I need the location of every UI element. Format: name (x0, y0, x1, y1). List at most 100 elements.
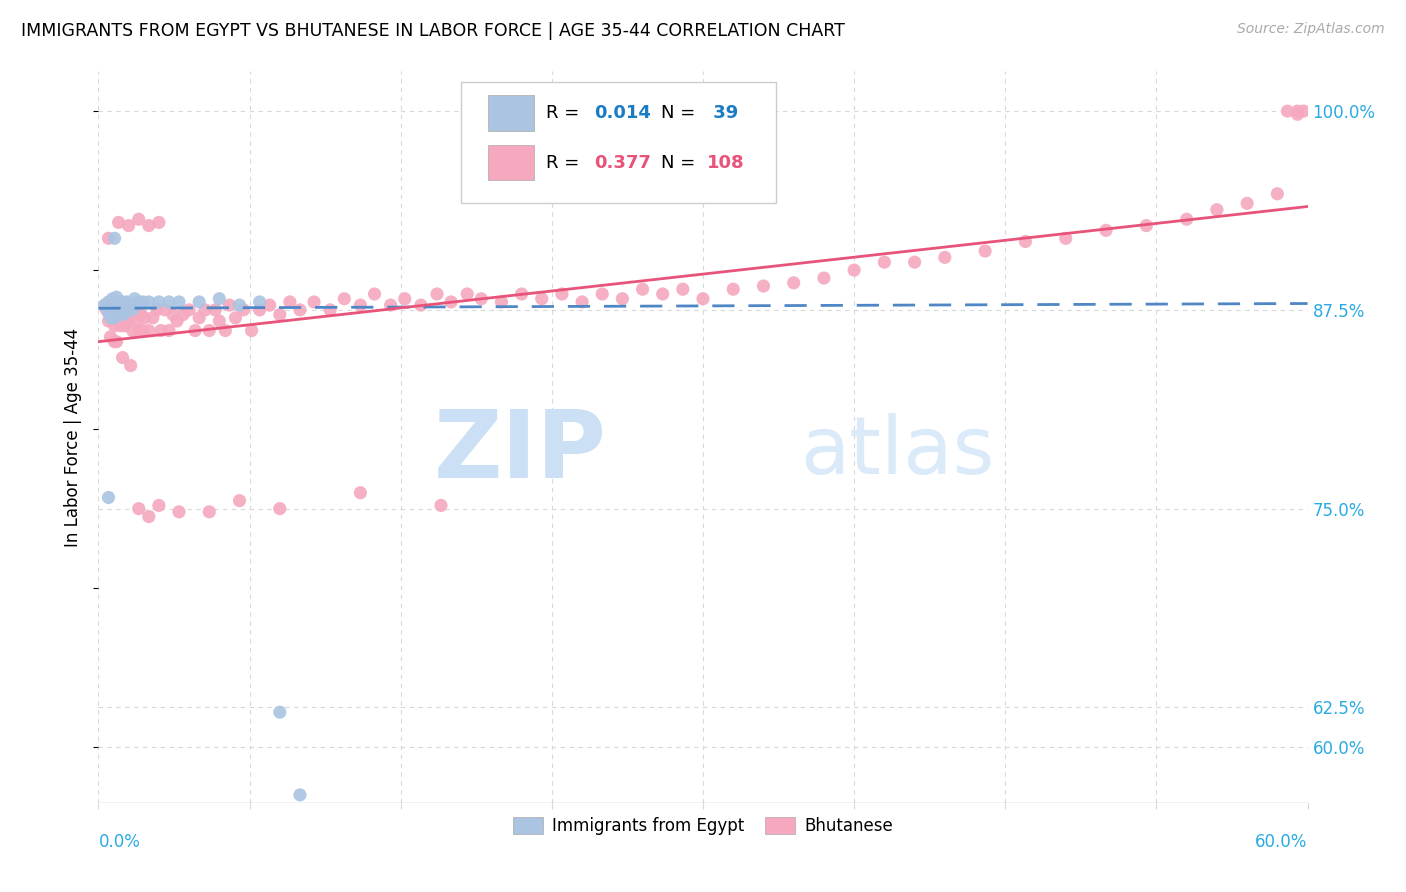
Point (138, 219, 160, 233)
Point (138, 324, 160, 338)
Point (128, 324, 150, 338)
Point (132, 294, 155, 309)
Point (188, 310, 211, 325)
Point (249, 302, 271, 317)
Text: ZIP: ZIP (433, 406, 606, 498)
Point (456, 287, 478, 301)
Point (93, 298, 115, 312)
Point (118, 219, 141, 233)
Point (1236, 196, 1258, 211)
Point (148, 215, 170, 229)
Point (120, 308, 142, 322)
Point (1175, 212, 1198, 227)
Point (97, 231, 120, 245)
Point (470, 292, 492, 306)
Point (723, 282, 745, 296)
Point (103, 310, 125, 325)
Point (198, 505, 221, 519)
Point (1014, 235, 1036, 249)
Point (111, 310, 134, 325)
Point (132, 324, 155, 338)
Point (409, 298, 432, 312)
Point (146, 302, 169, 317)
Point (101, 308, 124, 322)
Text: R =: R = (546, 153, 585, 172)
Point (101, 308, 124, 322)
Point (128, 501, 150, 516)
Point (1286, 107, 1309, 121)
Point (228, 298, 250, 312)
Point (138, 509, 160, 524)
Point (120, 298, 142, 312)
Point (184, 324, 207, 338)
Point (148, 294, 170, 309)
Point (167, 294, 190, 309)
Point (157, 294, 180, 309)
Point (129, 308, 152, 322)
Point (115, 294, 138, 309)
Point (218, 298, 240, 312)
Text: Source: ZipAtlas.com: Source: ZipAtlas.com (1237, 22, 1385, 37)
Point (118, 314, 141, 328)
Point (114, 306, 136, 320)
Point (752, 279, 775, 293)
Point (1054, 231, 1077, 245)
Point (96, 302, 118, 317)
Point (107, 306, 129, 320)
Point (288, 302, 311, 317)
Text: 0.377: 0.377 (595, 153, 651, 172)
FancyBboxPatch shape (461, 82, 776, 203)
Point (114, 298, 136, 312)
Point (208, 314, 231, 328)
Point (101, 292, 124, 306)
Point (1206, 202, 1229, 217)
Point (97, 491, 120, 505)
Text: 60.0%: 60.0% (1256, 833, 1308, 851)
Point (591, 287, 613, 301)
Point (430, 499, 453, 513)
Point (96, 298, 118, 312)
Point (783, 276, 806, 290)
Text: 108: 108 (707, 153, 744, 172)
Point (157, 324, 180, 338)
Point (249, 294, 271, 309)
Legend: Immigrants from Egypt, Bhutanese: Immigrants from Egypt, Bhutanese (506, 811, 900, 842)
Point (214, 324, 236, 338)
Point (115, 302, 138, 317)
Point (172, 308, 194, 322)
Point (107, 294, 129, 309)
Point (100, 301, 122, 316)
Point (125, 314, 148, 328)
Point (103, 231, 125, 245)
Text: 39: 39 (707, 104, 738, 122)
Point (204, 302, 226, 317)
Point (288, 788, 311, 802)
Point (188, 294, 211, 309)
Point (349, 298, 371, 312)
Point (232, 302, 254, 317)
Point (380, 298, 402, 312)
Point (124, 292, 146, 306)
Point (100, 330, 122, 344)
Point (198, 324, 221, 338)
Point (105, 334, 128, 349)
Point (128, 294, 150, 309)
Point (110, 294, 132, 309)
Point (124, 302, 146, 317)
Point (1277, 104, 1299, 119)
Point (228, 493, 250, 508)
Text: N =: N = (661, 153, 700, 172)
Point (120, 359, 142, 373)
Point (672, 282, 695, 296)
FancyBboxPatch shape (488, 145, 534, 180)
Point (873, 255, 896, 269)
Point (844, 263, 866, 277)
Point (194, 302, 217, 317)
Point (208, 292, 231, 306)
Point (269, 705, 291, 719)
Y-axis label: In Labor Force | Age 35-44: In Labor Force | Age 35-44 (65, 327, 83, 547)
Point (813, 271, 835, 285)
Point (1292, 104, 1315, 119)
Point (97, 294, 120, 309)
Point (118, 298, 141, 312)
